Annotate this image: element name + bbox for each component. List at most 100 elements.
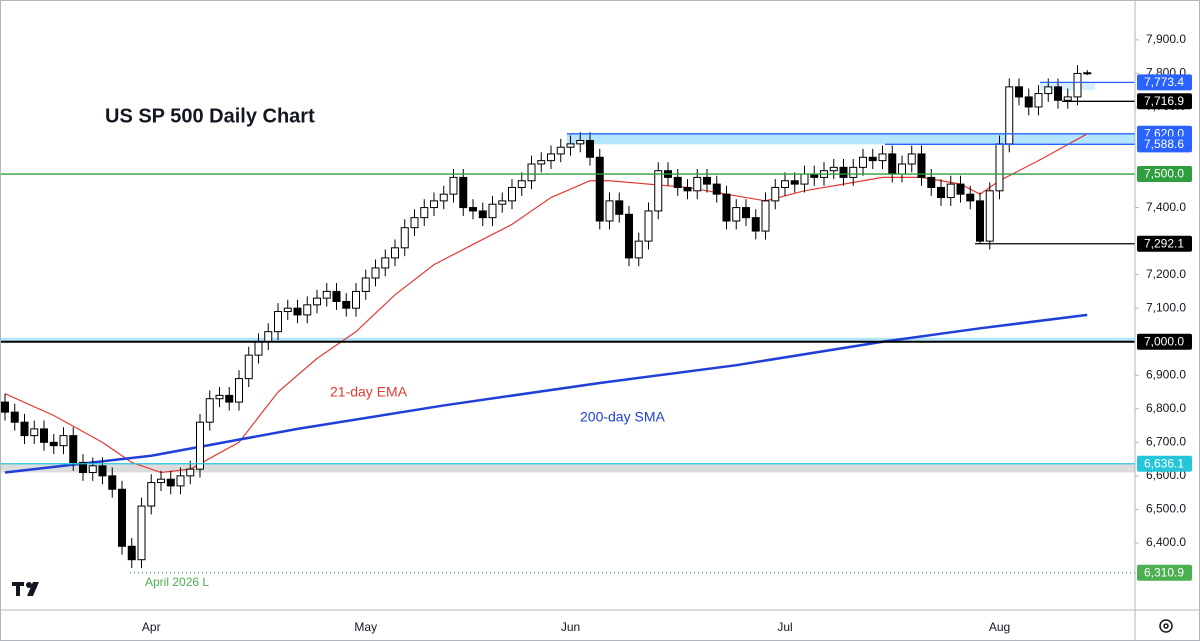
candle-body	[898, 163, 906, 175]
price-label-bg	[1137, 235, 1192, 252]
price-label-bg	[1137, 455, 1192, 472]
candle-body	[186, 468, 195, 477]
candle-body	[751, 217, 760, 232]
candle-body	[966, 193, 975, 202]
price-label: 7,588.6	[1144, 137, 1184, 151]
candle-body	[254, 341, 263, 356]
y-tick-label: 6,500.0	[1146, 502, 1186, 516]
price-label-bg	[1137, 333, 1192, 350]
price-label: 7,773.4	[1144, 75, 1184, 89]
zone	[567, 133, 1135, 145]
y-tick-label: 6,900.0	[1146, 367, 1186, 381]
candle-body	[693, 176, 702, 192]
candle-body	[1063, 96, 1072, 101]
candle-body	[244, 354, 253, 380]
candle-body	[459, 176, 468, 209]
candle-body	[1073, 72, 1082, 98]
candle-body	[927, 176, 936, 188]
candle-body	[166, 478, 175, 487]
x-tick-label: Jul	[777, 620, 792, 634]
candle-body	[917, 153, 926, 178]
candle-body	[644, 210, 653, 242]
candle-body	[322, 290, 331, 299]
candle-body	[995, 143, 1004, 192]
line-label: 21-day EMA	[330, 384, 408, 400]
candle-body	[732, 207, 741, 222]
candle-body	[361, 277, 370, 292]
candle-body	[469, 207, 477, 212]
candle-body	[1005, 86, 1014, 145]
candle-body	[342, 300, 351, 309]
price-label-bg	[1137, 74, 1192, 91]
price-label: 7,500.0	[1144, 167, 1184, 181]
candle-body	[742, 207, 750, 219]
candle-body	[1024, 96, 1033, 108]
candle-body	[196, 421, 204, 470]
candle-body	[956, 183, 965, 195]
candle-body	[654, 170, 663, 212]
candle-body	[69, 435, 78, 463]
candle-body	[108, 475, 117, 490]
x-tick-label: Aug	[989, 620, 1010, 634]
candle-body	[449, 176, 458, 195]
candle-body	[839, 166, 848, 178]
candle-body	[400, 227, 409, 249]
candle-body	[517, 180, 526, 188]
price-label-bg	[1137, 166, 1192, 183]
candle-body	[800, 173, 809, 185]
candle-body	[761, 200, 770, 232]
candle-body	[576, 140, 585, 145]
candle-body	[498, 200, 507, 205]
candle-body	[1, 401, 9, 413]
candle-body	[371, 267, 380, 279]
candle-body	[303, 304, 312, 316]
candle-body	[30, 428, 39, 437]
candle-body	[332, 290, 341, 302]
plot	[0, 65, 1135, 569]
candle-body	[420, 207, 429, 219]
zone	[0, 463, 1135, 473]
candle-body	[985, 190, 994, 242]
candle-body	[439, 193, 448, 202]
candle-body	[829, 166, 838, 172]
y-tick-label: 7,100.0	[1146, 300, 1186, 314]
candle-body	[907, 153, 916, 165]
price-label-bg	[1137, 564, 1192, 581]
candle-body	[1015, 86, 1023, 98]
price-label: 7,000.0	[1144, 334, 1184, 348]
candle-body	[127, 545, 136, 561]
candle-body	[527, 163, 536, 182]
candle-body	[537, 160, 546, 165]
candle-body	[703, 176, 711, 185]
candle-body	[40, 428, 48, 443]
candle-body	[595, 156, 604, 222]
candle-body	[634, 240, 643, 259]
y-tick-label: 6,800.0	[1146, 401, 1186, 415]
zone	[1040, 82, 1095, 91]
candle-body	[790, 180, 799, 185]
candle-body	[176, 475, 185, 487]
chart-title: US SP 500 Daily Chart	[105, 105, 315, 127]
candle-body	[215, 394, 224, 400]
candle-body	[478, 210, 487, 219]
candle-body	[274, 311, 282, 333]
candle-body	[937, 186, 945, 199]
candle-body	[566, 143, 575, 148]
candle-body	[1054, 86, 1062, 101]
candle-body	[137, 505, 146, 561]
candle-body	[508, 186, 516, 202]
candle-body	[878, 153, 887, 162]
price-label: 7,716.9	[1144, 94, 1184, 108]
candle-body	[20, 421, 29, 437]
candle-body	[859, 156, 867, 168]
candle-body	[625, 213, 633, 259]
candle-body	[293, 307, 302, 316]
candle-body	[381, 257, 390, 269]
price-label: 7,292.1	[1144, 236, 1184, 250]
settings-icon[interactable]	[1159, 619, 1173, 633]
candle-body	[556, 146, 565, 155]
candle-body	[430, 200, 438, 209]
y-tick-label: 7,200.0	[1146, 267, 1186, 281]
x-tick-label: Jun	[561, 620, 580, 634]
